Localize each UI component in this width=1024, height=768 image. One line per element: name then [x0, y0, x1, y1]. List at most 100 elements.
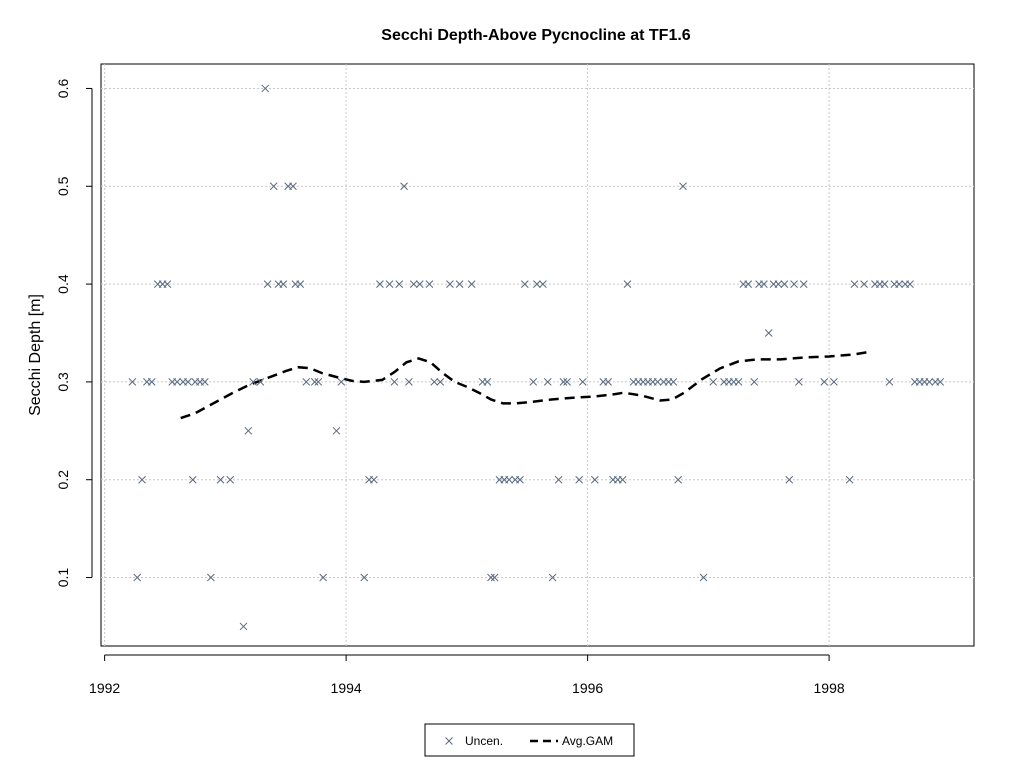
data-point: [604, 378, 612, 386]
data-point: [409, 280, 418, 288]
legend-label-gam: Avg.GAM: [562, 734, 613, 748]
data-point: [239, 622, 248, 631]
data-point: [289, 182, 297, 191]
y-tick-label: 0.1: [55, 568, 71, 588]
data-point: [483, 378, 492, 386]
data-point: [279, 280, 288, 288]
chart-title: Secchi Depth-Above Pycnocline at TF1.6: [381, 27, 691, 44]
gam-line-series: [180, 350, 872, 420]
data-point: [895, 280, 903, 288]
data-point: [200, 378, 209, 386]
data-point: [785, 475, 794, 484]
data-point: [529, 378, 538, 386]
data-point: [188, 475, 197, 484]
y-tick-label: 0.5: [55, 176, 71, 196]
data-point: [446, 280, 454, 288]
data-point: [261, 84, 270, 93]
data-point: [425, 280, 434, 288]
data-point: [360, 573, 369, 582]
data-point: [845, 475, 854, 484]
data-point: [302, 378, 311, 386]
data-point: [774, 280, 783, 288]
data-point: [548, 573, 557, 582]
y-tick-label: 0.2: [55, 470, 71, 490]
data-point: [147, 378, 156, 386]
data-point: [467, 280, 476, 288]
y-tick-label: 0.6: [55, 79, 71, 99]
data-point: [319, 573, 328, 582]
data-point: [296, 280, 305, 288]
data-point: [623, 280, 632, 288]
data-point: [780, 280, 789, 288]
plot-frame: [100, 63, 975, 647]
data-point: [395, 280, 404, 288]
data-point: [310, 378, 319, 386]
data-point: [653, 378, 662, 386]
data-point: [860, 280, 868, 288]
x-tick-label: 1996: [572, 680, 603, 696]
y-tick-label: 0.4: [55, 274, 71, 294]
data-point: [138, 475, 146, 484]
data-point: [173, 378, 181, 386]
data-point: [699, 573, 708, 582]
data-point: [390, 378, 399, 386]
data-point: [709, 378, 718, 386]
data-point: [820, 378, 829, 386]
data-point: [799, 280, 808, 288]
uncensored-point-series: [128, 84, 945, 631]
data-point: [936, 378, 945, 386]
legend-label-uncen: Uncen.: [465, 734, 503, 748]
y-axis: 0.1 0.2 0.3 0.4 0.5 0.6: [55, 79, 93, 588]
data-point: [669, 378, 678, 386]
data-point: [559, 378, 568, 386]
data-point: [554, 475, 563, 484]
data-point: [490, 573, 499, 582]
data-point: [830, 378, 838, 386]
data-point: [520, 280, 529, 288]
data-point: [795, 378, 803, 386]
y-tick-label: 0.3: [55, 372, 71, 392]
data-point: [906, 280, 914, 288]
y-axis-title: Secchi Depth [m]: [27, 294, 44, 416]
data-point: [385, 280, 394, 288]
data-point: [370, 475, 378, 484]
data-point: [216, 475, 225, 484]
data-point: [455, 280, 464, 288]
data-point: [337, 378, 346, 386]
legend-marker-uncen: [445, 737, 453, 745]
data-point: [226, 475, 235, 484]
data-point: [578, 378, 587, 386]
data-point: [436, 378, 445, 386]
data-point: [269, 182, 278, 191]
data-point: [405, 378, 413, 386]
data-point: [256, 378, 265, 386]
data-point: [263, 280, 272, 288]
data-point: [332, 426, 341, 435]
data-point: [207, 573, 215, 582]
data-point: [764, 329, 773, 337]
data-point: [880, 280, 889, 288]
data-point: [539, 280, 547, 288]
data-point: [850, 280, 859, 288]
data-point: [563, 378, 571, 386]
x-axis: 1992 1994 1996 1998: [89, 654, 845, 696]
data-point: [750, 378, 759, 386]
x-tick-label: 1998: [814, 680, 845, 696]
data-point: [244, 426, 253, 435]
data-point: [376, 280, 384, 288]
x-tick-label: 1992: [89, 680, 120, 696]
data-point: [163, 280, 172, 288]
data-point: [505, 475, 513, 484]
legend: Uncen. Avg.GAM: [424, 723, 635, 757]
data-point: [790, 280, 798, 288]
x-tick-label: 1994: [331, 680, 362, 696]
legend-box: [424, 723, 635, 757]
data-point: [679, 182, 687, 191]
data-point: [400, 182, 408, 191]
data-point: [516, 475, 524, 484]
data-point: [760, 280, 768, 288]
data-point: [744, 280, 753, 288]
data-point: [133, 573, 142, 582]
data-point: [249, 378, 257, 386]
